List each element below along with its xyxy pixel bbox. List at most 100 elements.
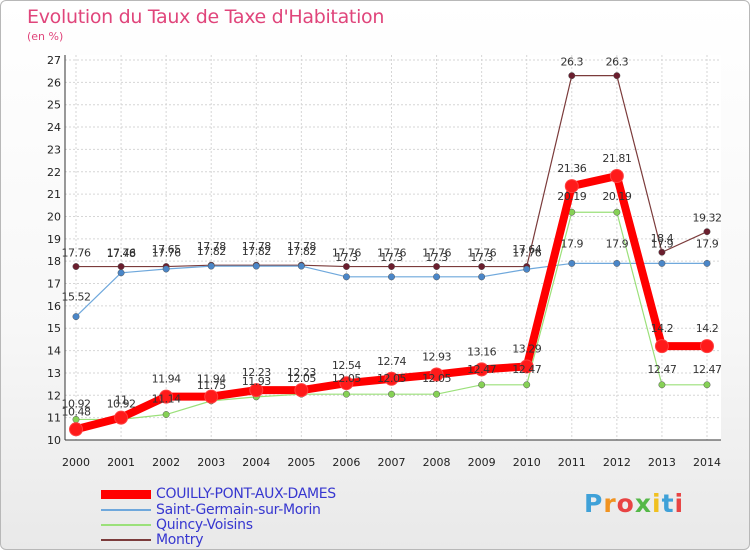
y-tick-label: 16 bbox=[47, 300, 61, 313]
data-label: 17.3 bbox=[425, 251, 448, 264]
data-point bbox=[703, 228, 711, 236]
data-point bbox=[523, 381, 531, 389]
data-label: 20.19 bbox=[557, 190, 586, 203]
data-point bbox=[252, 262, 260, 270]
data-label: 11.14 bbox=[152, 393, 181, 406]
data-point bbox=[294, 383, 309, 398]
data-point bbox=[564, 179, 579, 194]
data-label: 21.36 bbox=[557, 162, 586, 175]
x-tick-label: 2010 bbox=[513, 456, 541, 469]
data-label: 11.93 bbox=[242, 375, 271, 388]
legend-label-montry: Montry bbox=[156, 532, 204, 548]
data-label: 12.05 bbox=[287, 372, 316, 385]
x-tick-label: 2003 bbox=[197, 456, 225, 469]
legend-swatch-montry bbox=[101, 539, 151, 541]
data-label: 17.76 bbox=[512, 247, 541, 260]
data-label: 11 bbox=[115, 394, 128, 407]
data-point bbox=[429, 367, 444, 382]
data-label: 17.3 bbox=[335, 251, 358, 264]
data-label: 17.82 bbox=[242, 245, 271, 258]
data-label: 14.2 bbox=[651, 322, 674, 335]
data-label: 12.05 bbox=[332, 372, 361, 385]
data-label: 12.05 bbox=[377, 372, 406, 385]
y-tick-label: 10 bbox=[47, 434, 61, 447]
data-label: 26.3 bbox=[606, 56, 629, 69]
data-point bbox=[609, 169, 624, 184]
data-point bbox=[207, 262, 215, 270]
data-point bbox=[478, 381, 486, 389]
data-label: 12.05 bbox=[422, 372, 451, 385]
data-point bbox=[519, 359, 534, 374]
y-tick-label: 21 bbox=[47, 188, 61, 201]
data-point bbox=[433, 390, 441, 398]
data-label: 17.3 bbox=[470, 251, 493, 264]
logo-letter: i bbox=[652, 489, 662, 518]
data-label: 12.47 bbox=[647, 363, 676, 376]
x-tick-label: 2005 bbox=[287, 456, 315, 469]
chart-title: Evolution du Taux de Taxe d'Habitation bbox=[27, 6, 385, 28]
data-point bbox=[478, 273, 486, 281]
data-point bbox=[568, 72, 576, 80]
y-tick-label: 25 bbox=[47, 99, 61, 112]
data-label: 18.4 bbox=[651, 232, 674, 245]
x-tick-label: 2009 bbox=[468, 456, 496, 469]
data-label: 12.74 bbox=[377, 355, 406, 368]
proxiti-logo: Proxiti bbox=[584, 489, 684, 518]
legend-swatch-quincy bbox=[101, 524, 151, 526]
data-point bbox=[384, 371, 399, 386]
data-point bbox=[388, 390, 395, 398]
data-point bbox=[117, 269, 125, 277]
data-label: 17.76 bbox=[422, 247, 451, 260]
y-tick-label: 17 bbox=[47, 278, 61, 291]
data-label: 12.23 bbox=[242, 366, 271, 379]
logo-letter: t bbox=[661, 489, 675, 518]
data-label: 17.76 bbox=[152, 247, 181, 260]
data-point bbox=[162, 265, 170, 273]
data-label: 10.48 bbox=[62, 405, 91, 418]
data-label: 13.29 bbox=[512, 342, 541, 355]
logo-letter: r bbox=[603, 489, 617, 518]
x-tick-label: 2000 bbox=[62, 456, 90, 469]
data-point bbox=[523, 265, 531, 273]
x-tick-label: 2012 bbox=[603, 456, 631, 469]
logo-letter: x bbox=[634, 489, 652, 518]
data-label: 10.92 bbox=[107, 397, 136, 410]
x-tick-label: 2011 bbox=[558, 456, 586, 469]
data-label: 17.65 bbox=[152, 243, 181, 256]
y-tick-label: 24 bbox=[47, 121, 61, 134]
data-label: 21.81 bbox=[602, 152, 631, 165]
data-point bbox=[613, 259, 621, 267]
data-point bbox=[703, 259, 711, 267]
data-label: 17.76 bbox=[107, 247, 136, 260]
data-label: 17.78 bbox=[287, 240, 316, 253]
y-tick-label: 23 bbox=[47, 143, 61, 156]
y-tick-label: 26 bbox=[47, 76, 61, 89]
data-point bbox=[297, 262, 305, 270]
data-label: 17.9 bbox=[696, 237, 719, 250]
data-point bbox=[72, 313, 80, 321]
data-label: 12.54 bbox=[332, 359, 361, 372]
y-tick-label: 13 bbox=[47, 367, 61, 380]
data-label: 12.47 bbox=[693, 363, 722, 376]
data-point bbox=[339, 376, 354, 391]
x-tick-label: 2007 bbox=[378, 456, 406, 469]
legend-label-saint-germain: Saint-Germain-sur-Morin bbox=[156, 502, 321, 518]
data-point bbox=[433, 263, 441, 270]
legend-label-couilly: COUILLY-PONT-AUX-DAMES bbox=[156, 486, 336, 502]
data-point bbox=[654, 339, 669, 354]
data-label: 17.64 bbox=[512, 243, 541, 256]
data-label: 17.76 bbox=[62, 247, 91, 260]
data-label: 13.16 bbox=[467, 345, 496, 358]
y-tick-label: 11 bbox=[47, 412, 61, 425]
data-label: 26.3 bbox=[561, 56, 584, 69]
data-label: 17.82 bbox=[287, 245, 316, 258]
data-label: 17.76 bbox=[467, 247, 496, 260]
data-point bbox=[433, 273, 441, 281]
x-tick-label: 2006 bbox=[332, 456, 360, 469]
y-tick-label: 18 bbox=[47, 255, 61, 268]
logo-letter: i bbox=[674, 489, 685, 518]
data-label: 17.76 bbox=[377, 247, 406, 260]
logo-letter: P bbox=[584, 489, 604, 518]
x-tick-label: 2008 bbox=[423, 456, 451, 469]
